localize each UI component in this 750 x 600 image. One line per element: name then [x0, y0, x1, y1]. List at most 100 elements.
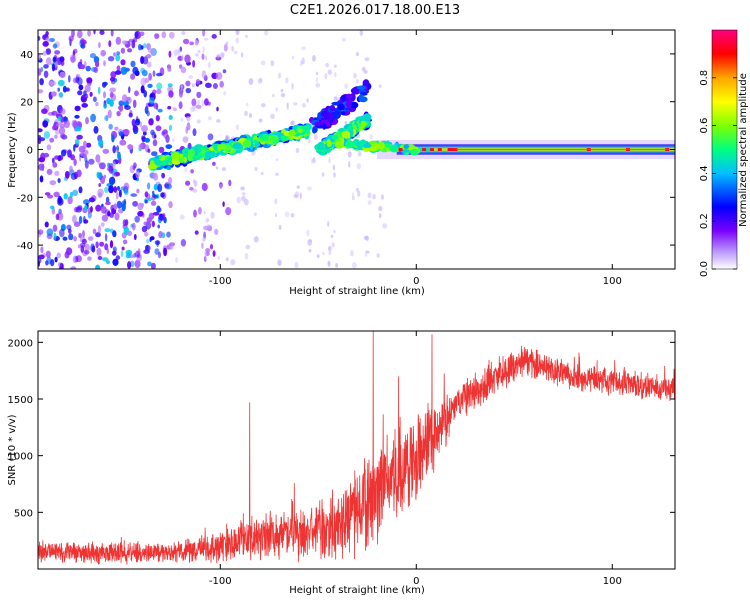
noise-blob	[78, 84, 84, 91]
noise-blob	[97, 256, 103, 260]
noise-blob	[113, 203, 118, 210]
noise-blob	[125, 253, 131, 259]
noise-blob	[120, 59, 126, 66]
noise-blob	[206, 225, 213, 232]
noise-blob	[116, 65, 121, 72]
noise-blob	[115, 54, 121, 62]
noise-blob	[104, 243, 109, 251]
noise-blob	[123, 189, 129, 196]
noise-blob	[50, 80, 57, 86]
noise-blob	[72, 189, 78, 196]
noise-blob	[54, 50, 61, 55]
noise-blob	[103, 81, 108, 86]
noise-blob	[115, 36, 122, 45]
noise-blob	[56, 252, 61, 259]
noise-blob	[50, 259, 55, 267]
faint-blob	[350, 250, 354, 257]
faint-blob	[177, 48, 181, 54]
noise-blob	[152, 190, 155, 195]
faint-blob	[333, 64, 337, 68]
faint-blob	[315, 82, 321, 88]
faint-blob	[278, 225, 282, 230]
noise-blob	[147, 182, 151, 190]
noise-blob	[169, 124, 172, 131]
faint-blob	[313, 134, 318, 141]
noise-blob	[99, 162, 106, 170]
faint-blob	[275, 158, 279, 162]
noise-blob	[73, 48, 78, 54]
carrier-peak	[437, 148, 442, 151]
faint-blob	[348, 161, 351, 168]
faint-blob	[308, 139, 311, 144]
faint-blob	[196, 119, 201, 124]
noise-blob	[116, 200, 122, 209]
noise-blob	[120, 47, 126, 54]
faint-blob	[216, 119, 221, 123]
noise-blob	[182, 136, 189, 143]
noise-blob	[212, 83, 218, 89]
branch-1-blob	[154, 159, 161, 166]
faint-blob	[333, 172, 336, 178]
faint-blob	[248, 78, 254, 85]
noise-blob	[75, 206, 83, 213]
faint-blob	[359, 30, 363, 36]
noise-blob	[85, 65, 91, 72]
faint-blob	[220, 52, 225, 59]
faint-blob	[364, 57, 370, 62]
noise-blob	[112, 230, 117, 238]
noise-blob	[69, 165, 73, 173]
noise-blob	[113, 52, 116, 57]
noise-blob	[168, 201, 173, 209]
noise-blob	[95, 204, 102, 212]
noise-blob	[99, 30, 105, 35]
noise-blob	[45, 48, 51, 55]
noise-blob	[201, 70, 207, 79]
faint-blob	[230, 259, 236, 266]
spectrogram-y-tick-label: -40	[17, 241, 33, 252]
noise-blob	[78, 232, 82, 239]
noise-blob	[214, 228, 219, 235]
noise-blob	[134, 215, 140, 223]
noise-blob	[108, 123, 113, 130]
noise-blob	[140, 56, 145, 64]
noise-blob	[43, 64, 49, 69]
faint-blob	[180, 83, 183, 91]
noise-blob	[107, 56, 115, 62]
branch-1-blob	[232, 142, 242, 150]
noise-blob	[53, 191, 60, 198]
noise-blob	[100, 49, 106, 57]
faint-blob	[293, 194, 298, 198]
faint-blob	[296, 185, 300, 189]
faint-blob	[202, 46, 205, 54]
noise-blob	[134, 31, 139, 39]
noise-blob	[108, 40, 112, 47]
noise-blob	[67, 149, 72, 158]
faint-blob	[240, 52, 244, 58]
branch-1-blob	[298, 128, 303, 133]
noise-blob	[54, 170, 60, 177]
faint-blob	[195, 53, 199, 57]
spectrogram-x-ticks: -100 0 100	[209, 30, 622, 287]
noise-blob	[201, 242, 204, 249]
faint-blob	[173, 49, 179, 56]
snr-y-tick-label: 2000	[8, 338, 33, 349]
faint-blob	[328, 246, 332, 251]
noise-blob	[150, 262, 156, 269]
noise-blob	[195, 104, 202, 109]
upper-branch-blob	[320, 119, 330, 124]
noise-blob	[105, 201, 111, 206]
noise-blob	[168, 115, 173, 120]
noise-blob	[201, 182, 208, 192]
faint-blob	[293, 102, 298, 106]
faint-blob	[258, 118, 263, 123]
noise-blob	[93, 125, 99, 134]
faint-blob	[272, 93, 275, 98]
noise-blob	[51, 207, 55, 215]
noise-blob	[128, 112, 133, 118]
chart-title: C2E1.2026.017.18.00.E13	[290, 3, 460, 18]
noise-blob	[51, 157, 55, 164]
noise-blob	[95, 241, 99, 249]
merge-blob	[400, 149, 410, 153]
faint-blob	[312, 157, 316, 164]
noise-blob	[189, 187, 194, 191]
